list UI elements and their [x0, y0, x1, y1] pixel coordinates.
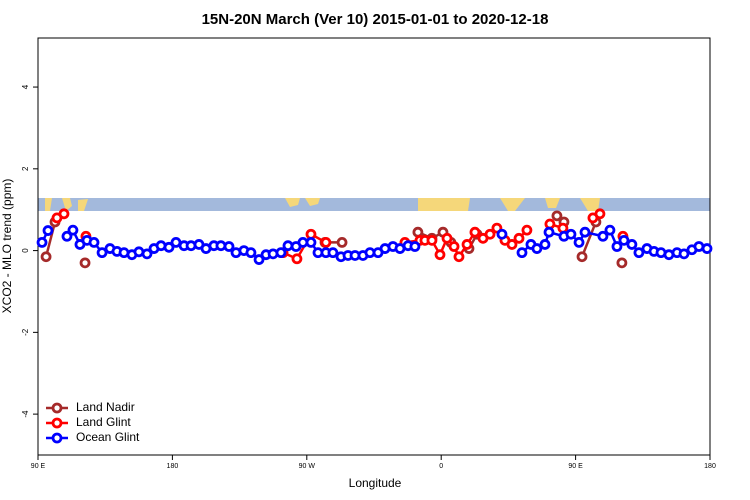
data-point: [513, 232, 525, 244]
data-point: [79, 257, 91, 269]
x-tick-label: 180: [167, 463, 179, 470]
y-tick-label: -2: [21, 328, 30, 336]
data-point: [461, 239, 473, 250]
data-point: [573, 237, 585, 248]
data-point: [88, 237, 100, 248]
data-point: [453, 251, 465, 263]
data-point: [320, 237, 332, 248]
y-tick-label: 4: [21, 84, 30, 89]
data-point: [441, 232, 453, 244]
y-tick-label: 0: [21, 248, 30, 253]
data-point: [61, 230, 73, 242]
data-point: [496, 228, 508, 240]
x-tick-label: 90 W: [299, 463, 316, 470]
legend-marker: [51, 402, 63, 414]
legend-marker: [51, 432, 63, 444]
data-point: [141, 248, 153, 260]
x-tick-label: 180: [704, 463, 716, 470]
x-axis-label: Longitude: [349, 476, 402, 490]
y-tick-label: -4: [21, 410, 30, 418]
data-point: [604, 224, 616, 236]
legend-label: Ocean Glint: [76, 430, 140, 444]
data-point: [409, 241, 421, 252]
y-axis-label: XCO2 - MLO trend (ppm): [0, 179, 14, 314]
data-point: [551, 210, 563, 222]
legend-label: Land Nadir: [76, 400, 135, 414]
data-point: [506, 239, 518, 250]
data-point: [42, 225, 54, 236]
data-point: [701, 243, 713, 254]
data-point: [327, 247, 339, 259]
data-point: [594, 208, 606, 220]
data-point: [597, 230, 609, 242]
data-point: [565, 228, 577, 240]
data-point: [245, 247, 257, 259]
data-point: [516, 247, 528, 259]
series-line: [580, 221, 598, 258]
data-point: [36, 237, 48, 248]
data-point: [618, 234, 630, 246]
map-strip: [38, 198, 710, 211]
data-point: [469, 226, 481, 238]
x-tick-label: 90 E: [31, 463, 46, 470]
data-point: [434, 249, 446, 261]
data-point: [633, 247, 645, 259]
data-point: [626, 239, 638, 250]
legend-label: Land Glint: [76, 415, 131, 429]
x-tick-label: 0: [439, 463, 443, 470]
data-point: [305, 237, 317, 248]
data-point: [163, 241, 175, 253]
data-point: [291, 253, 303, 265]
data-point: [336, 237, 348, 248]
series-line: [44, 221, 57, 258]
data-point: [531, 243, 543, 254]
data-point: [616, 257, 628, 269]
y-tick-label: 2: [21, 166, 30, 171]
data-point: [521, 224, 533, 236]
data-point: [543, 226, 555, 238]
data-point: [576, 251, 588, 263]
data-point: [58, 208, 70, 220]
data-point: [579, 226, 591, 238]
data-point: [253, 254, 265, 265]
data-point: [67, 224, 79, 236]
data-point: [412, 226, 424, 238]
x-tick-label: 90 E: [568, 463, 583, 470]
legend-marker: [51, 417, 63, 429]
data-point: [678, 248, 690, 260]
data-point: [96, 247, 108, 259]
data-point: [275, 247, 287, 259]
data-point: [544, 218, 556, 230]
data-point: [40, 251, 52, 263]
data-point: [426, 234, 438, 246]
data-point: [223, 241, 235, 252]
data-point: [539, 239, 551, 250]
data-point: [557, 222, 569, 234]
chart-title: 15N-20N March (Ver 10) 2015-01-01 to 202…: [202, 11, 549, 28]
data-point: [611, 241, 623, 252]
data-point: [484, 228, 496, 240]
data-point: [448, 241, 460, 252]
